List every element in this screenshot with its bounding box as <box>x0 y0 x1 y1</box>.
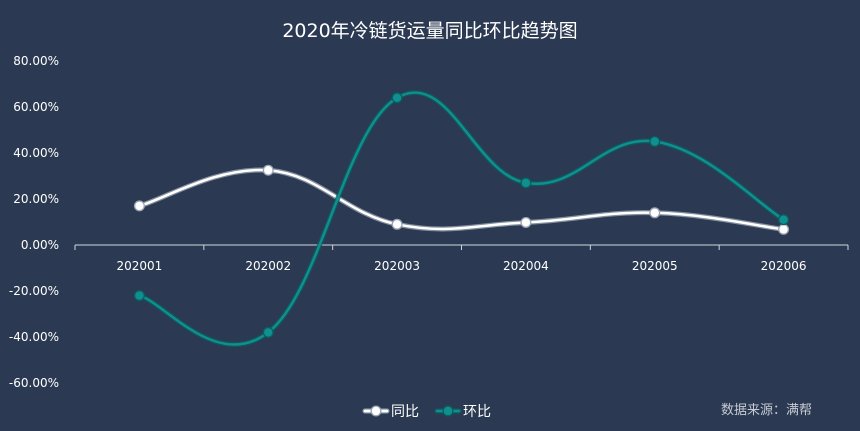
y-tick-label: 60.00% <box>13 100 59 114</box>
legend-label: 同比 <box>391 404 419 420</box>
y-tick-label: -40.00% <box>9 330 59 344</box>
y-tick-label: 40.00% <box>13 146 59 160</box>
data-point <box>779 215 788 224</box>
x-tick-label: 202001 <box>117 259 163 273</box>
legend-swatch-marker <box>371 406 381 416</box>
y-tick-label: 80.00% <box>13 54 59 68</box>
series-line <box>138 91 785 346</box>
series-line-shadow <box>136 167 787 232</box>
legend: 同比 环比 <box>362 404 491 420</box>
data-source-note: 数据来源：满帮 <box>721 403 812 418</box>
chart-title: 2020年冷链货运量同比环比趋势图 <box>282 20 577 42</box>
data-point <box>135 201 144 211</box>
legend-item: 同比 <box>362 404 419 420</box>
legend-swatch-marker <box>443 406 453 416</box>
y-tick-label: 0.00% <box>21 238 59 252</box>
x-tick-label: 202006 <box>761 259 807 273</box>
data-point <box>135 291 144 300</box>
y-tick-label: -20.00% <box>9 284 59 298</box>
legend-item: 环比 <box>434 404 491 420</box>
legend-label: 环比 <box>463 404 491 420</box>
x-axis: 202001 202002 202003 202004 202005 202006 <box>74 244 849 273</box>
y-tick-label: 20.00% <box>13 192 59 206</box>
series-tongbi <box>133 164 790 235</box>
data-point <box>392 93 402 103</box>
data-point <box>650 208 659 217</box>
data-point <box>264 166 273 175</box>
x-tick-label: 202002 <box>245 259 291 273</box>
series-huanbi <box>133 90 790 348</box>
data-point <box>779 225 788 234</box>
data-point <box>650 137 659 146</box>
x-tick-label: 202005 <box>632 259 678 273</box>
series-lines <box>133 90 790 348</box>
y-axis: -60.00% -40.00% -20.00% 0.00% 20.00% 40.00% 60… <box>9 54 59 390</box>
x-tick-label: 202003 <box>374 259 420 273</box>
data-point <box>392 220 402 229</box>
data-point <box>521 218 531 227</box>
series-line <box>138 168 785 231</box>
y-tick-label: -60.00% <box>9 376 59 390</box>
data-point <box>521 178 531 188</box>
x-tick-label: 202004 <box>503 259 549 273</box>
series-line-shadow <box>136 90 787 348</box>
data-point <box>264 328 273 337</box>
